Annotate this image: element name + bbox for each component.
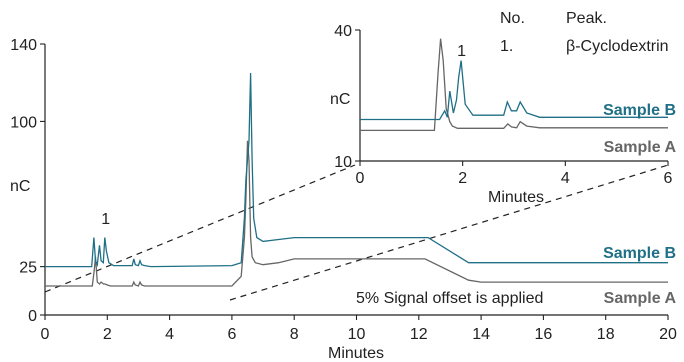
main-y-tick-label: 100: [10, 114, 37, 131]
main-legend-sample-a: Sample A: [604, 290, 677, 307]
inset-x-tick-label: 2: [458, 170, 467, 187]
inset-x-tick-label: 6: [664, 170, 673, 187]
main-peak-1-label: 1: [101, 211, 110, 228]
table-row-1-peak: β-Cyclodextrin: [566, 38, 669, 55]
inset-x-tick-label: 0: [356, 170, 365, 187]
peak-table: No. Peak. 1. β-Cyclodextrin: [500, 10, 669, 55]
inset-y-axis-label: nC: [330, 91, 350, 108]
inset-legend-sample-b: Sample B: [603, 102, 676, 119]
table-header-no: No.: [500, 10, 525, 27]
main-x-ticks: 0 2 4 6 8 10 12 14 16 18 20: [41, 315, 677, 343]
main-series-sample-b-line: [45, 72, 668, 268]
main-x-tick-label: 2: [103, 326, 112, 343]
main-x-tick-label: 18: [597, 326, 615, 343]
inset-legend-sample-a: Sample A: [604, 139, 677, 156]
zoom-line-right: [229, 164, 669, 301]
main-x-tick-label: 8: [290, 326, 299, 343]
inset-peak-1-label: 1: [457, 43, 466, 60]
main-x-tick-label: 0: [41, 326, 50, 343]
main-x-tick-label: 20: [659, 326, 677, 343]
inset-y-tick-label: 40: [334, 23, 352, 40]
main-series-sample-a-line: [45, 140, 668, 287]
inset-background: [360, 30, 668, 161]
main-x-tick-label: 12: [410, 326, 428, 343]
main-x-tick-label: 16: [535, 326, 553, 343]
main-y-tick-label: 25: [19, 260, 37, 277]
table-row-1-no: 1.: [500, 38, 513, 55]
inset-x-axis-label: Minutes: [488, 189, 544, 206]
zoom-line-left: [44, 164, 356, 293]
inset-series-sample-a-line: [360, 38, 668, 132]
inset-y-tick-label: 10: [334, 154, 352, 171]
main-x-tick-label: 14: [472, 326, 490, 343]
inset-x-tick-label: 4: [561, 170, 570, 187]
main-x-axis-label: Minutes: [328, 345, 384, 362]
main-x-tick-label: 10: [348, 326, 366, 343]
main-y-ticks: 0 25 100 140: [10, 37, 45, 325]
inset-y-ticks: 10 40: [334, 23, 360, 171]
main-y-tick-label: 140: [10, 37, 37, 54]
table-header-peak: Peak.: [566, 10, 607, 27]
main-x-tick-label: 6: [227, 326, 236, 343]
inset-x-ticks: 0 2 4 6: [356, 161, 673, 187]
main-x-tick-label: 4: [165, 326, 174, 343]
inset-series-sample-b-line: [360, 60, 668, 121]
main-y-tick-label: 0: [28, 308, 37, 325]
main-legend-sample-b: Sample B: [603, 245, 676, 262]
signal-offset-annotation: 5% Signal offset is applied: [356, 290, 543, 307]
inset-chart: 0 2 4 6 10 40 nC Minutes 1 Sample B Sample A: [330, 23, 676, 206]
main-y-axis-label: nC: [10, 178, 30, 195]
